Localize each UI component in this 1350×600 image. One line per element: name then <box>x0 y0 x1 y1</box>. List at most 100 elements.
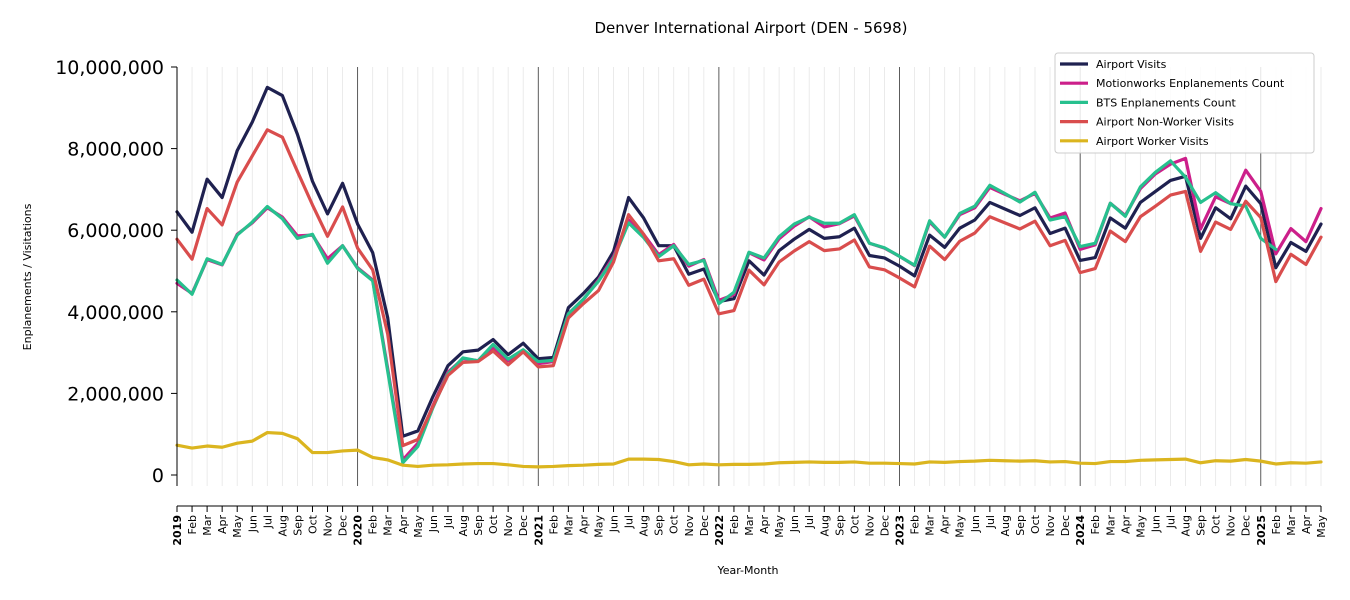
legend-label: BTS Enplanements Count <box>1096 96 1237 109</box>
x-tick-label: May <box>231 515 244 538</box>
y-tick-label: 8,000,000 <box>67 139 164 161</box>
x-tick-label: May <box>773 515 786 538</box>
x-tick-label: Jul <box>623 515 636 529</box>
x-tick-label: May <box>592 515 605 538</box>
x-tick-label: Feb <box>728 515 741 534</box>
x-tick-label: Mar <box>743 515 756 536</box>
x-tick-label: Feb <box>909 515 922 534</box>
x-tick-label: May <box>954 515 967 538</box>
x-tick-label: Dec <box>337 515 350 536</box>
x-tick-label: Oct <box>668 514 681 534</box>
x-tick-label: Mar <box>1104 515 1117 536</box>
legend: Airport Visits Motionworks Enplanements C… <box>1054 52 1315 154</box>
x-tick-label: Jun <box>427 515 440 533</box>
x-tick-label: Apr <box>577 515 590 535</box>
series-line-0 <box>175 85 1323 438</box>
x-tick-label: Aug <box>638 515 651 536</box>
x-tick-label: Oct <box>487 514 500 534</box>
x-tick-label: Mar <box>382 515 395 536</box>
x-tick-label-year: 2022 <box>713 515 726 546</box>
x-tick-label: Nov <box>1225 515 1238 537</box>
legend-box <box>1054 52 1315 154</box>
x-tick-label-year: 2024 <box>1074 515 1087 546</box>
series-layer <box>175 85 1323 469</box>
x-tick-label: Feb <box>1270 515 1283 534</box>
x-tick-label: Nov <box>502 515 515 537</box>
x-tick-label: Jul <box>984 515 997 529</box>
series-line-4 <box>175 430 1323 469</box>
x-tick-label: Mar <box>201 515 214 536</box>
x-tick-label-year: 2021 <box>532 515 545 546</box>
x-tick-label: Sep <box>291 515 304 536</box>
x-tick-label: Sep <box>472 515 485 536</box>
x-tick-label: Apr <box>758 515 771 535</box>
x-tick-label: Jun <box>608 515 621 533</box>
x-tick-label: Dec <box>878 515 891 536</box>
y-tick-label: 4,000,000 <box>67 302 164 324</box>
x-tick-label: Nov <box>683 515 696 537</box>
x-tick-label: Feb <box>1089 515 1102 534</box>
x-tick-label: Aug <box>999 515 1012 536</box>
x-tick-label: Oct <box>306 514 319 534</box>
x-tick-label: Jul <box>261 515 274 529</box>
x-tick-label: Apr <box>1300 515 1313 535</box>
x-tick-label: Aug <box>457 515 470 536</box>
y-tick-label: 6,000,000 <box>67 220 164 242</box>
x-tick-label: Apr <box>397 515 410 535</box>
x-tick-label: Aug <box>818 515 831 536</box>
x-axis-label: Year-Month <box>716 564 778 577</box>
series-line-3 <box>175 128 1323 448</box>
x-tick-label: Sep <box>1195 515 1208 536</box>
x-tick-label: Feb <box>547 515 560 534</box>
x-tick-label: Sep <box>653 515 666 536</box>
x-tick-label: May <box>1315 515 1328 538</box>
x-tick-label: Jul <box>1164 515 1177 529</box>
x-tick-label: Mar <box>1285 515 1298 536</box>
x-tick-label: Feb <box>367 515 380 534</box>
y-tick-label: 0 <box>152 465 164 487</box>
chart-title: Denver International Airport (DEN - 5698… <box>594 19 907 37</box>
x-tick-label: Apr <box>216 515 229 535</box>
x-tick-label: Oct <box>1210 514 1223 534</box>
y-tick-label: 10,000,000 <box>55 57 164 79</box>
x-tick-label-year: 2025 <box>1255 515 1268 546</box>
x-tick-label-year: 2019 <box>171 515 184 546</box>
series-line-2 <box>175 159 1278 465</box>
y-tick-label: 2,000,000 <box>67 383 164 405</box>
x-tick-label: Oct <box>848 514 861 534</box>
x-tick-label: Sep <box>833 515 846 536</box>
x-tick-label: May <box>1134 515 1147 538</box>
x-tick-label: Jun <box>246 515 259 533</box>
x-tick-label: Jun <box>1149 515 1162 533</box>
x-tick-label: Jul <box>442 515 455 529</box>
x-tick-label: Apr <box>1119 515 1132 535</box>
legend-label: Airport Visits <box>1096 58 1167 71</box>
x-tick-label: Nov <box>1044 515 1057 537</box>
x-tick-label: Jun <box>969 515 982 533</box>
x-tick-label: Sep <box>1014 515 1027 536</box>
x-tick-label: Dec <box>698 515 711 536</box>
x-tick-label-year: 2023 <box>894 515 907 546</box>
legend-label: Airport Non-Worker Visits <box>1096 116 1234 129</box>
x-tick-label: Apr <box>939 515 952 535</box>
x-tick-label: Dec <box>517 515 530 536</box>
legend-label: Motionworks Enplanements Count <box>1096 77 1285 90</box>
x-tick-label: Feb <box>186 515 199 534</box>
x-tick-label: Nov <box>863 515 876 537</box>
x-tick-label: Dec <box>1240 515 1253 536</box>
x-tick-label-year: 2020 <box>352 515 365 546</box>
x-tick-label: May <box>412 515 425 538</box>
axes-layer: 0 2,000,000 4,000,000 6,000,000 8,000,000 10,… <box>55 57 1328 546</box>
x-tick-label: Mar <box>562 515 575 536</box>
y-axis-label: Enplanements / Visitations <box>21 203 34 350</box>
x-tick-label: Oct <box>1029 514 1042 534</box>
legend-label: Airport Worker Visits <box>1096 135 1209 148</box>
x-tick-label: Jul <box>803 515 816 529</box>
x-tick-label: Aug <box>276 515 289 536</box>
x-tick-label: Nov <box>322 515 335 537</box>
x-tick-label: Jun <box>788 515 801 533</box>
x-tick-label: Aug <box>1180 515 1193 536</box>
x-tick-label: Mar <box>924 515 937 536</box>
